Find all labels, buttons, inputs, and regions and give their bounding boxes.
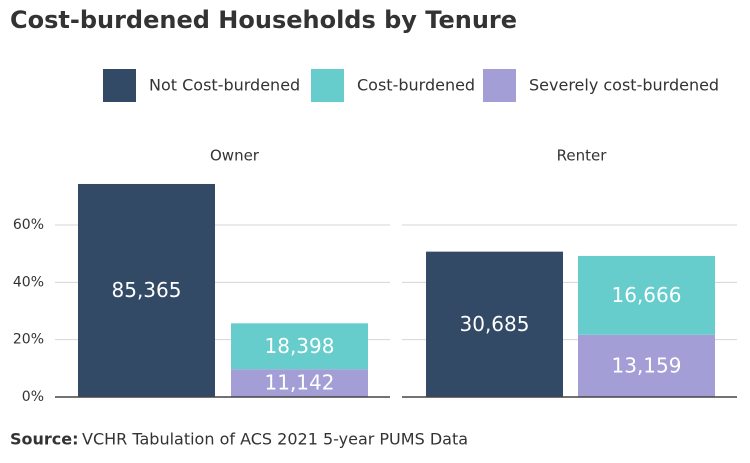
bar (578, 255, 715, 335)
y-tick-label: 40% (13, 274, 44, 290)
y-tick-label: 0% (22, 389, 44, 405)
y-tick-label: 60% (13, 217, 44, 233)
bar-label: 85,365 (112, 278, 182, 302)
legend-swatch (103, 69, 136, 102)
y-tick-label: 20% (13, 332, 44, 348)
facet-title: Owner (210, 147, 260, 165)
bar (78, 183, 215, 397)
legend-label: Cost-burdened (357, 76, 475, 95)
bar (231, 369, 368, 397)
bar (578, 334, 715, 397)
bar-label: 16,666 (612, 283, 682, 307)
facet-title: Renter (557, 147, 608, 165)
source-label: Source: (10, 430, 79, 449)
bar-label: 13,159 (612, 353, 682, 377)
source: VCHR Tabulation of ACS 2021 5-year PUMS … (82, 430, 468, 449)
bar-label: 11,142 (265, 371, 335, 395)
legend-swatch (311, 69, 344, 102)
legend-swatch (483, 69, 516, 102)
bar-label: 18,398 (265, 334, 335, 358)
bar (231, 323, 368, 370)
bar (426, 251, 563, 397)
chart-title: Cost-burdened Households by Tenure (10, 6, 517, 34)
bar-label: 30,685 (460, 312, 530, 336)
legend-label: Severely cost-burdened (529, 76, 719, 95)
legend-label: Not Cost-burdened (149, 76, 300, 95)
